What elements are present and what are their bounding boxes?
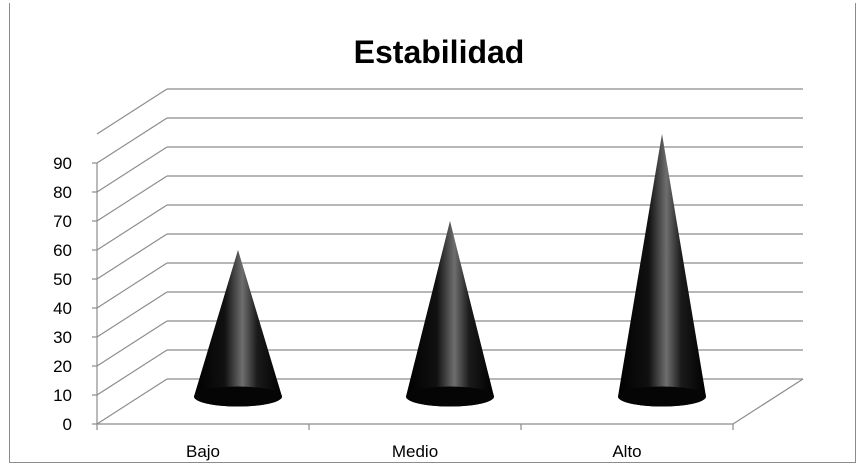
x-category-label: Bajo	[186, 442, 220, 461]
gridline-diagonal	[96, 233, 168, 280]
gridline-diagonal	[96, 146, 168, 193]
cone-body	[194, 249, 282, 407]
gridline-diagonal	[96, 291, 168, 338]
y-tick-label: 40	[53, 299, 72, 318]
y-tick-label: 60	[53, 241, 72, 260]
gridline-diagonal	[96, 262, 168, 309]
floor-right-edge	[732, 378, 804, 425]
gridline-diagonal	[96, 88, 168, 135]
cone-base	[194, 386, 282, 407]
y-tick-label: 30	[53, 328, 72, 347]
cone-body	[618, 133, 706, 407]
y-tick-label: 0	[63, 415, 72, 434]
gridline-diagonal	[96, 117, 168, 164]
gridline-diagonal	[96, 175, 168, 222]
floor-left-edge	[96, 378, 168, 425]
y-tick-label: 50	[53, 270, 72, 289]
y-tick-label: 90	[53, 154, 72, 173]
y-tick-label: 10	[53, 386, 72, 405]
cone-bajo	[194, 249, 282, 407]
x-category-label: Medio	[392, 442, 438, 461]
cone-base	[406, 386, 494, 407]
chart-title: Estabilidad	[354, 34, 525, 70]
y-tick-label: 70	[53, 212, 72, 231]
chart-frame	[9, 3, 856, 463]
gridline-diagonal	[96, 320, 168, 367]
y-tick-label: 20	[53, 357, 72, 376]
gridline-diagonal	[96, 349, 168, 396]
cone-base	[618, 386, 706, 407]
cone-medio	[406, 220, 494, 407]
x-category-label: Alto	[612, 442, 641, 461]
gridline-diagonal	[96, 204, 168, 251]
y-tick-label: 80	[53, 183, 72, 202]
cone-body	[406, 220, 494, 407]
cone-alto	[618, 133, 706, 407]
